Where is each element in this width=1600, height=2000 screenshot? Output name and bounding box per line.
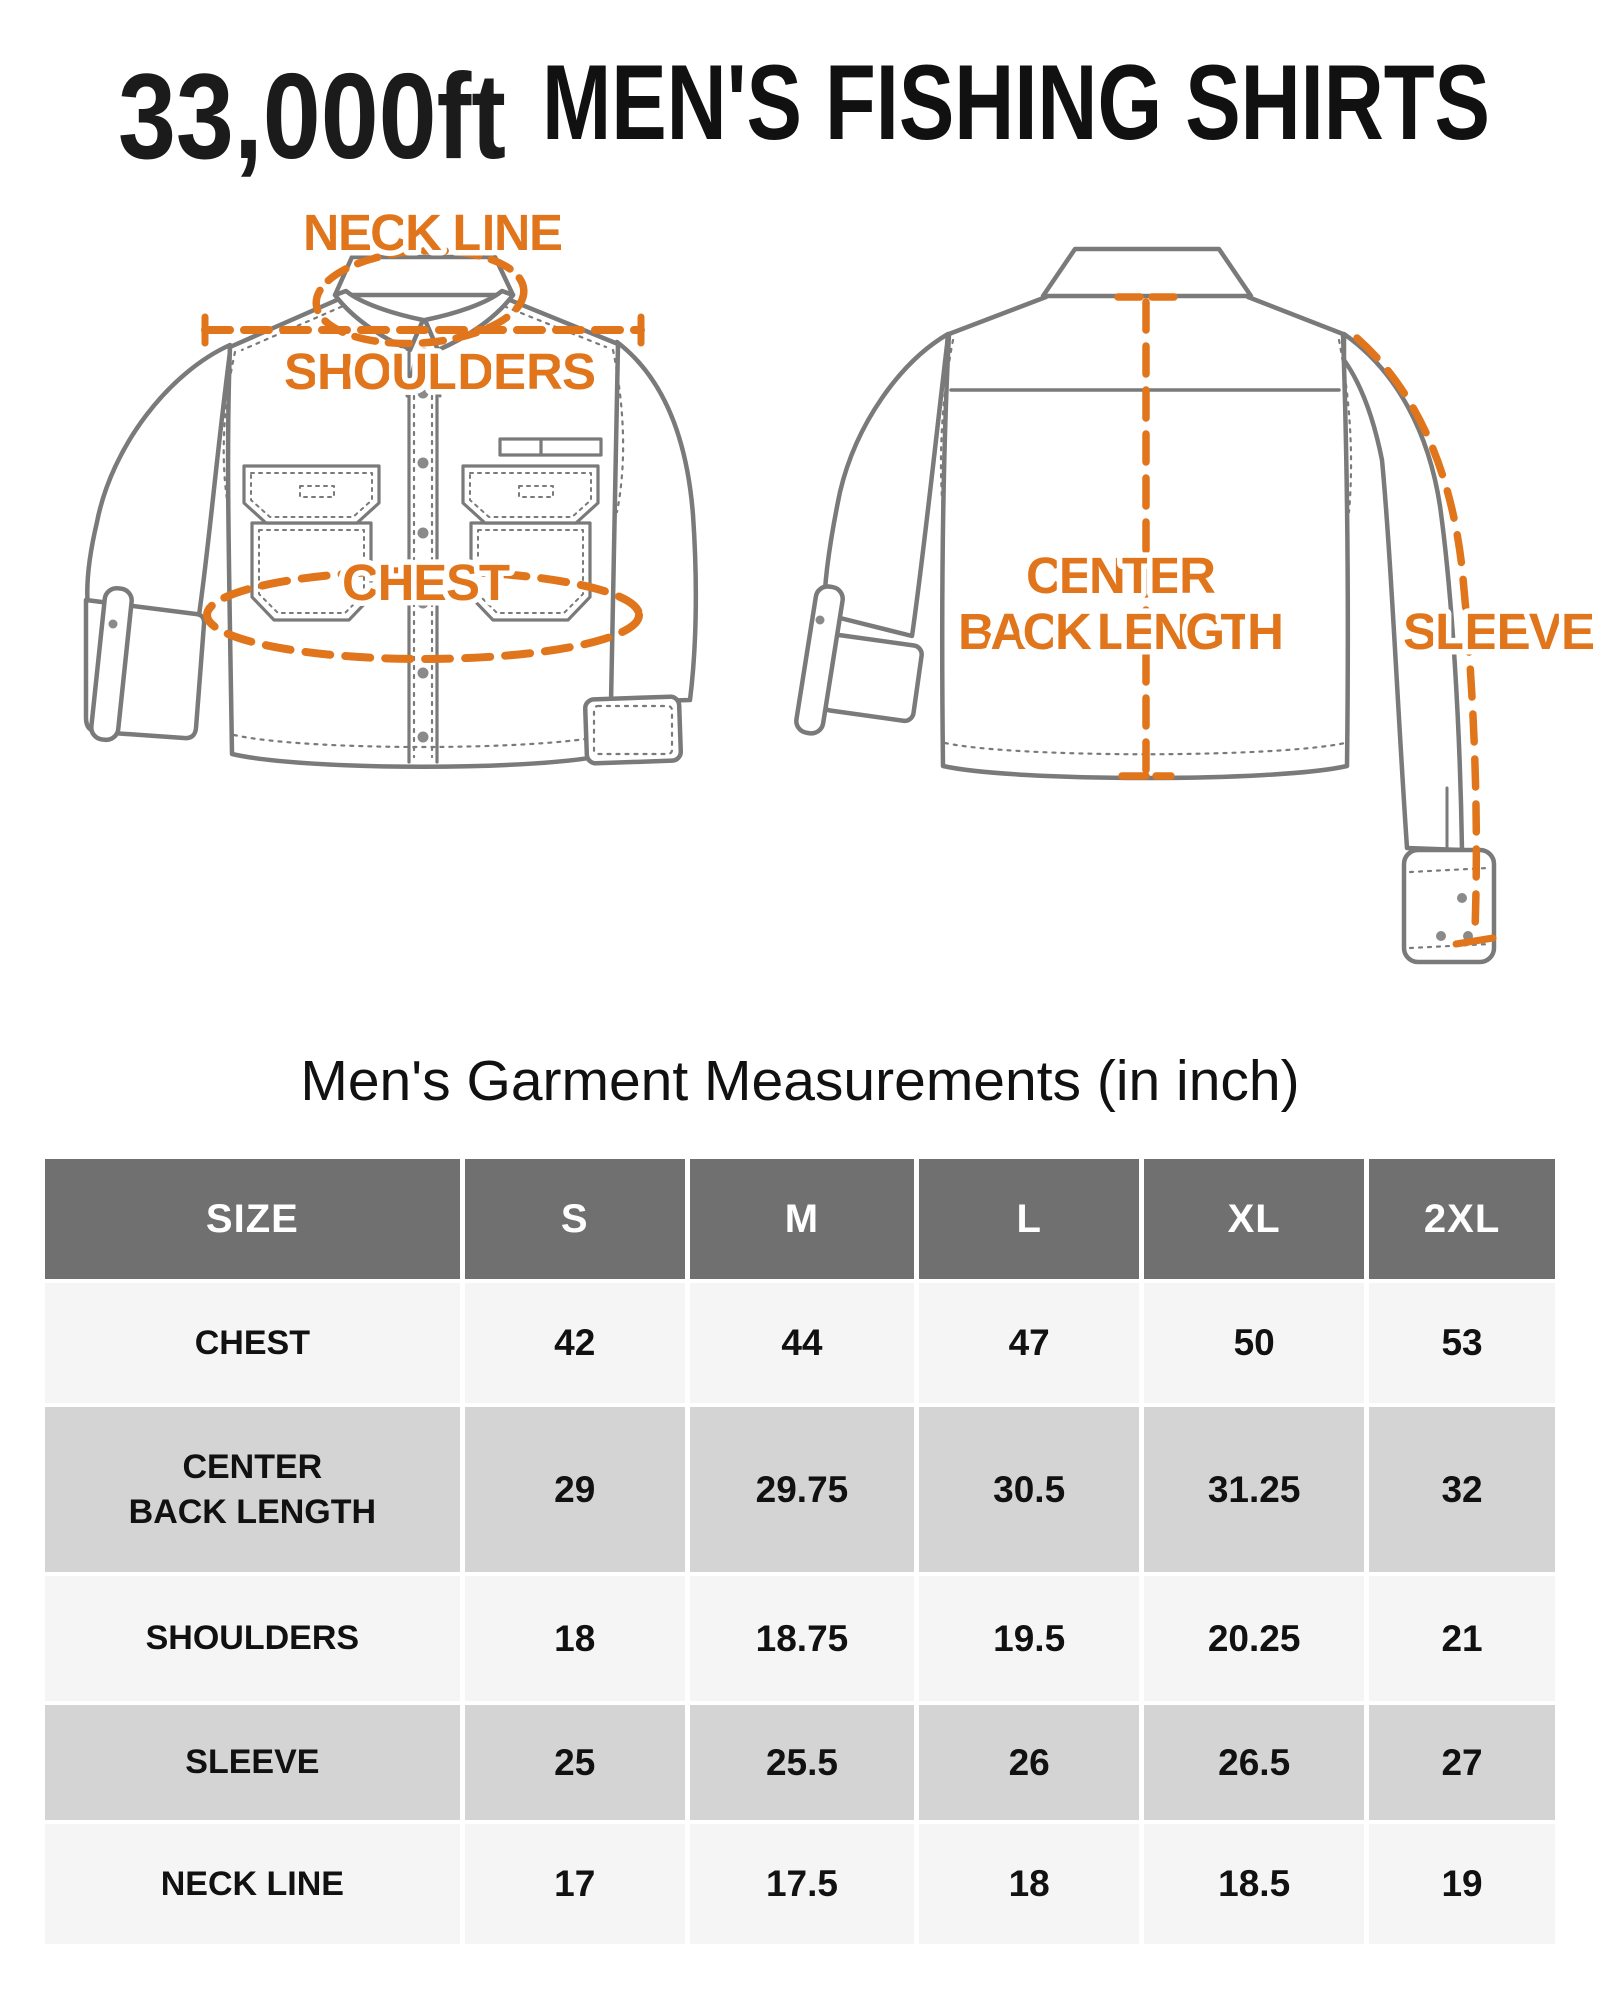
neck-line-measure-ellipse [312,246,528,348]
measurement-value: 18 [464,1576,685,1701]
back-left-sleeve [821,331,951,639]
measurement-value: 30.5 [919,1407,1140,1572]
left-pocket-stitch [258,529,365,614]
shoulders-measure-ticks [201,313,645,347]
back-left-sleeve-tab [794,584,845,736]
measurement-value: 17 [464,1824,685,1944]
shirt-measurement-diagram: 33,000ft MEN'S FISHING SHIRTS [83,42,1595,965]
size-chart-body: CHEST 42 44 47 50 53 CENTER BACK LENGTH 29 29.75… [45,1283,1555,1944]
left-pocket-body [250,521,373,622]
front-collar-right-wing [422,288,516,353]
front-left-sleeve [85,342,233,625]
measurement-row: CHEST 42 44 47 50 53 [45,1283,1555,1403]
left-flap-stitch [250,472,373,518]
right-flap-stitch [469,472,592,518]
chest-measure-ellipse [203,567,643,663]
shoulders-label: SHOULDERS [284,343,596,400]
measurement-value: 25 [464,1705,685,1820]
size-header-XL: XL [1144,1159,1365,1279]
back-left-armhole-stitch [939,338,955,514]
front-left-sleeve-tab [89,585,134,743]
size-column-header: SIZE [45,1159,460,1279]
size-chart-table: SIZE S M L XL 2XL CHEST 42 44 47 50 53 CENTER BACK … [40,1155,1560,1948]
chest-label: CHEST [342,554,510,611]
measurement-value: 44 [689,1283,915,1403]
measurement-row-label: SHOULDERS [45,1576,460,1701]
measurement-value: 29.75 [689,1407,915,1572]
measurement-value: 42 [464,1283,685,1403]
size-header-L: L [919,1159,1140,1279]
measurement-row: SHOULDERS 18 18.75 19.5 20.25 21 [45,1576,1555,1701]
right-flap-tag [518,485,554,498]
measurement-row-label: CHEST [45,1283,460,1403]
collar-button [419,347,429,357]
center-back-label-line1: CENTER [1026,547,1216,604]
measurement-row: CENTER BACK LENGTH 29 29.75 30.5 31.25 32 [45,1407,1555,1572]
measurement-row: SLEEVE 25 25.5 26 26.5 27 [45,1705,1555,1820]
page-title: MEN'S FISHING SHIRTS [542,42,1490,162]
right-pocket-stitch [477,529,584,614]
measurement-row-label: NECK LINE [45,1824,460,1944]
measurement-value: 31.25 [1144,1407,1365,1572]
brand-logo: 33,000ft [118,48,506,184]
measurement-value: 18 [919,1824,1140,1944]
right-pocket-body [469,521,592,622]
measurement-value: 19 [1369,1824,1555,1944]
size-header-2XL: 2XL [1369,1159,1555,1279]
back-collar [1040,246,1254,299]
front-left-tab-button [108,619,118,629]
measurement-value: 18.75 [689,1576,915,1701]
measurement-value: 25.5 [689,1705,915,1820]
front-right-cuff-stitch [592,704,674,756]
measurement-value: 27 [1369,1705,1555,1820]
size-header-M: M [689,1159,915,1279]
front-hem-stitch [232,733,610,749]
size-chart-header: SIZE S M L XL 2XL [45,1159,1555,1279]
size-chart: SIZE S M L XL 2XL CHEST 42 44 47 50 53 CENTER BACK … [40,1155,1560,1948]
left-pocket-flap [242,464,381,525]
measurement-value: 50 [1144,1283,1365,1403]
measurement-value: 17.5 [689,1824,915,1944]
measurement-row-label: CENTER BACK LENGTH [45,1407,460,1572]
sleeve-label: SLEEVE [1403,603,1595,660]
measurement-value: 20.25 [1144,1576,1365,1701]
table-heading: Men's Garment Measurements (in inch) [300,1049,1300,1113]
measurement-row-label: SLEEVE [45,1705,460,1820]
measurement-row: NECK LINE 17 17.5 18 18.5 19 [45,1824,1555,1944]
sleeve-measure-line [1353,334,1481,934]
front-left-shoulder-stitch [240,301,352,352]
back-right-sleeve [1341,331,1465,853]
neck-line-label: NECK LINE [303,204,563,261]
size-header-S: S [464,1159,685,1279]
measurement-value: 26 [919,1705,1140,1820]
measurement-value: 26.5 [1144,1705,1365,1820]
measurement-value: 47 [919,1283,1140,1403]
measurement-value: 53 [1369,1283,1555,1403]
measurement-value: 19.5 [919,1576,1140,1701]
right-pocket-flap [461,464,600,525]
front-shirt-illustration [83,254,699,769]
measurement-value: 18.5 [1144,1824,1365,1944]
left-flap-tag [299,485,335,498]
button-placket [407,351,439,764]
sleeve-measure-end-tick [1452,934,1497,948]
front-right-cuff [582,694,684,766]
center-back-label-line2: BACK LENGTH [958,603,1284,660]
measurement-value: 29 [464,1407,685,1572]
pen-slot [498,437,603,457]
measurement-value: 21 [1369,1576,1555,1701]
front-left-armhole-stitch [222,350,237,514]
front-right-armhole-stitch [611,348,625,514]
back-right-armhole-stitch [1337,338,1353,514]
front-buttons [417,387,429,743]
collar-placket-v [405,356,442,398]
measurement-value: 32 [1369,1407,1555,1572]
back-left-tab-button [815,615,825,625]
back-cuff-bottom-stitch [1408,942,1492,950]
